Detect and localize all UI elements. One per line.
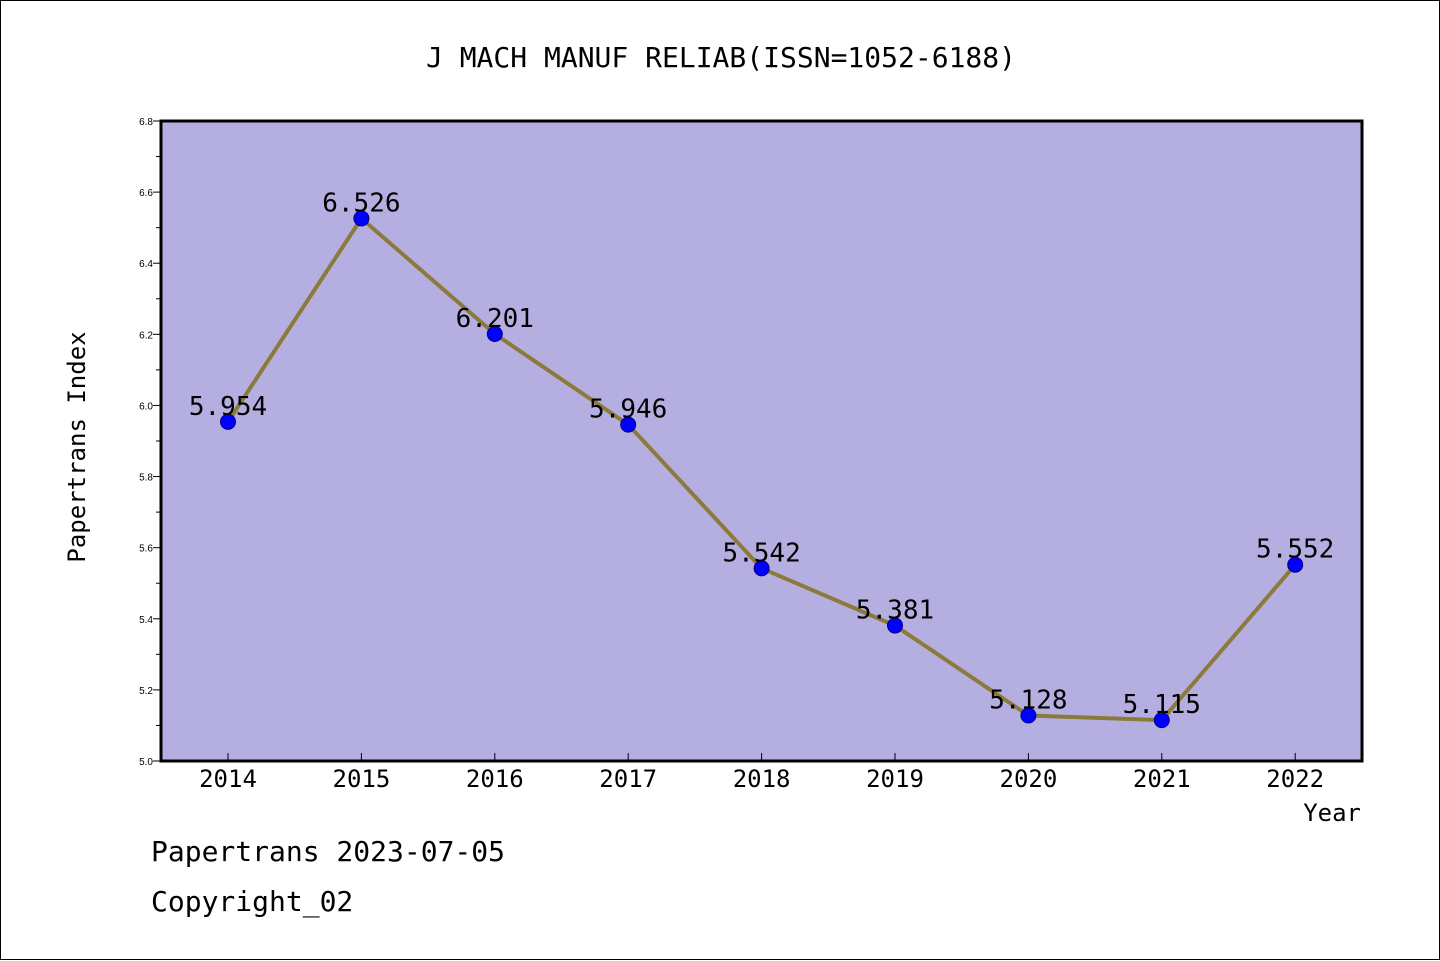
y-tick-label: 5.0: [139, 757, 153, 768]
series-layer: 5.954 6.526 6.201 5.946 5.542 5.381 5.128 5.115…: [189, 188, 1334, 729]
x-tick-label: 2016: [466, 765, 524, 793]
y-tick-label: 6.2: [139, 330, 153, 341]
y-tick-label: 6.8: [139, 117, 153, 128]
x-tick-label: 2018: [733, 765, 791, 793]
x-tick-label: 2022: [1266, 765, 1324, 793]
x-tick-label: 2014: [199, 765, 257, 793]
y-axis-label: Papertrans Index: [63, 331, 91, 562]
y-tick-label: 5.6: [139, 544, 153, 555]
y-tick-label: 5.2: [139, 686, 153, 697]
data-point: [486, 325, 503, 342]
footer-copyright: Copyright_02: [151, 885, 354, 918]
y-tick-label: 6.0: [139, 401, 153, 412]
y-tick-label: 5.8: [139, 473, 153, 484]
data-label: 5.552: [1256, 535, 1334, 565]
data-point: [220, 413, 236, 430]
x-tick-label: 2015: [333, 765, 391, 793]
data-label: 5.946: [589, 395, 667, 425]
chart-title: J MACH MANUF RELIAB(ISSN=1052-6188): [426, 41, 1016, 74]
x-tick-label: 2017: [599, 765, 657, 793]
data-point: [1153, 712, 1170, 729]
y-tick-label: 6.4: [139, 259, 153, 270]
data-point: [753, 560, 770, 577]
x-tick-label: 2021: [1133, 765, 1191, 793]
data-point: [620, 416, 637, 433]
data-point: [1287, 556, 1304, 573]
x-axis-label: Year: [1303, 799, 1361, 827]
data-label: 5.954: [189, 392, 267, 422]
plot-area: [159, 119, 1364, 763]
data-point: [353, 210, 370, 227]
data-point: [1020, 707, 1037, 724]
x-axis: 2014 2015 2016 2017 2018 2019 2020 2021 2022: [199, 753, 1324, 793]
data-label: 5.542: [722, 538, 800, 568]
data-point: [887, 617, 903, 634]
y-tick-label: 6.6: [139, 188, 153, 199]
x-tick-label: 2019: [866, 765, 924, 793]
data-label: 5.115: [1123, 690, 1201, 720]
footer-date: Papertrans 2023-07-05: [151, 835, 506, 868]
y-tick-label: 5.4: [139, 615, 153, 626]
data-label: 6.201: [456, 304, 534, 334]
data-label: 5.128: [989, 685, 1067, 715]
x-tick-label: 2020: [1000, 765, 1058, 793]
data-label: 6.526: [322, 188, 400, 218]
data-label: 5.381: [856, 596, 934, 626]
y-axis: 5.0 5.2 5.4 5.6 5.8 6.0 6.2 6.4 6.6 6.8: [139, 117, 161, 768]
